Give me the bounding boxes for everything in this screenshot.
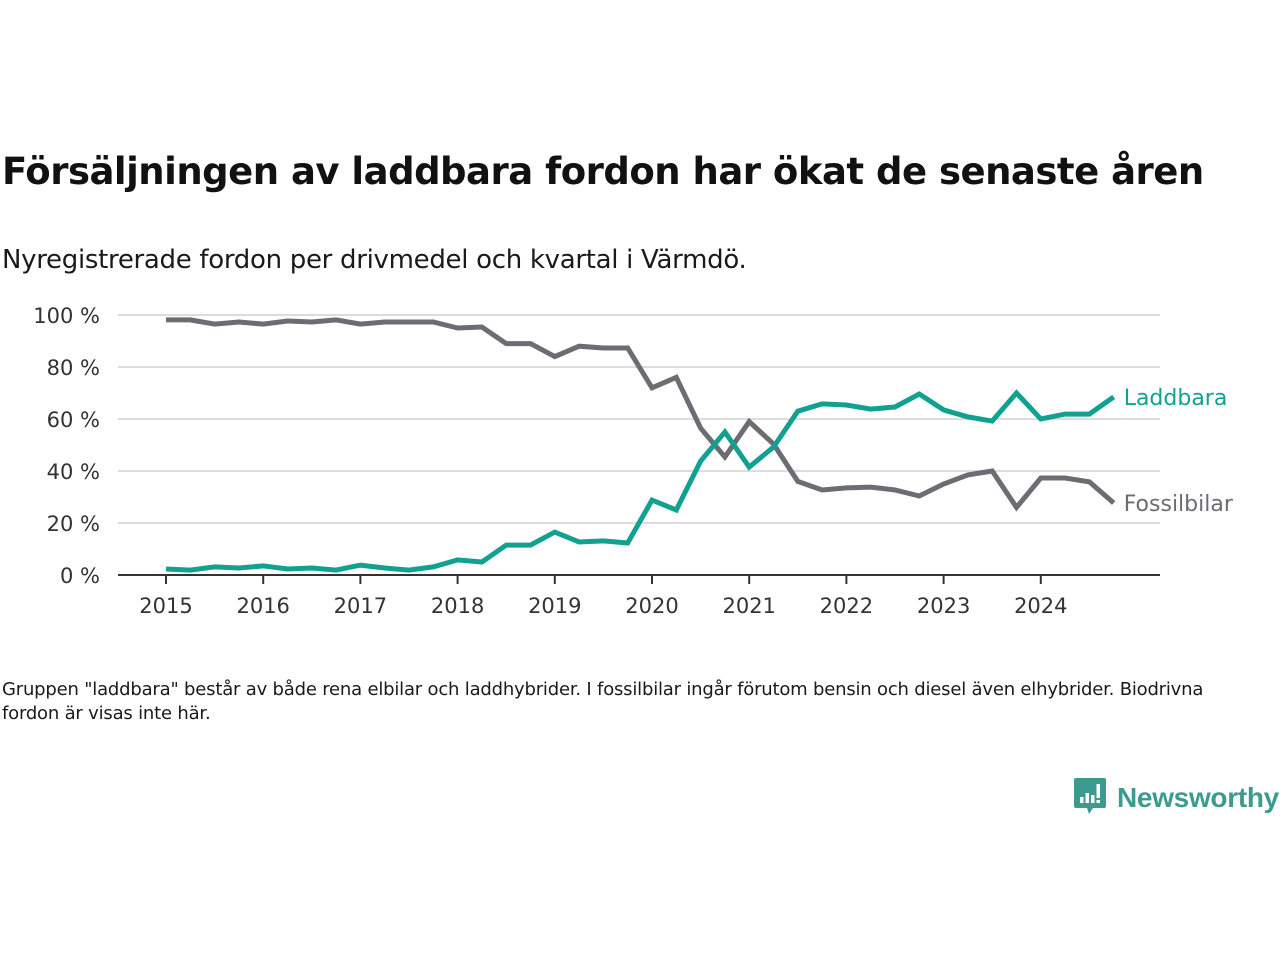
x-tick-label: 2019: [528, 594, 581, 618]
footnote: Gruppen "laddbara" består av både rena e…: [2, 679, 1204, 724]
x-tick-label: 2015: [139, 594, 192, 618]
x-tick-label: 2024: [1014, 594, 1067, 618]
series-line-laddbara: [165, 389, 1116, 573]
series-label-fossilbilar: Fossilbilar: [1124, 492, 1234, 517]
y-tick-label: 40 %: [47, 460, 100, 484]
chart-bubble-icon: [1073, 776, 1107, 820]
x-tick-label: 2017: [334, 594, 387, 618]
y-tick-label: 20 %: [47, 512, 100, 536]
y-tick-label: 0 %: [60, 564, 100, 588]
series-label-laddbara: Laddbara: [1124, 386, 1228, 411]
y-tick-label: 60 %: [47, 408, 100, 432]
y-tick-label: 100 %: [33, 304, 100, 328]
y-tick-label: 80 %: [47, 356, 100, 380]
line-chart: 0 %20 %40 %60 %80 %100 % 2015 2016 2017 201…: [33, 304, 1234, 618]
chart-title: Försäljningen av laddbara fordon har öka…: [2, 150, 1204, 193]
x-tick-label: 2022: [820, 594, 873, 618]
series-line-fossilbilar: [166, 317, 1116, 512]
y-axis-labels: 0 % 20 % 40 % 60 % 80 % 100 %: [33, 304, 100, 588]
x-tick-label: 2023: [917, 594, 970, 618]
x-tick-label: 2020: [625, 594, 678, 618]
x-tick-label: 2016: [236, 594, 289, 618]
x-tick-label: 2018: [431, 594, 484, 618]
chart-subtitle: Nyregistrerade fordon per drivmedel och …: [2, 245, 747, 275]
brand-logo[interactable]: Newsworthy: [1073, 776, 1279, 820]
x-tick-label: 2021: [722, 594, 775, 618]
series-lines: [165, 317, 1116, 573]
brand-name: Newsworthy: [1117, 782, 1279, 813]
x-axis: 2015 2016 2017 2018 2019 2020 2021 2022 2023 2024: [118, 574, 1160, 618]
series-labels: Fossilbilar Laddbara: [1124, 386, 1234, 517]
